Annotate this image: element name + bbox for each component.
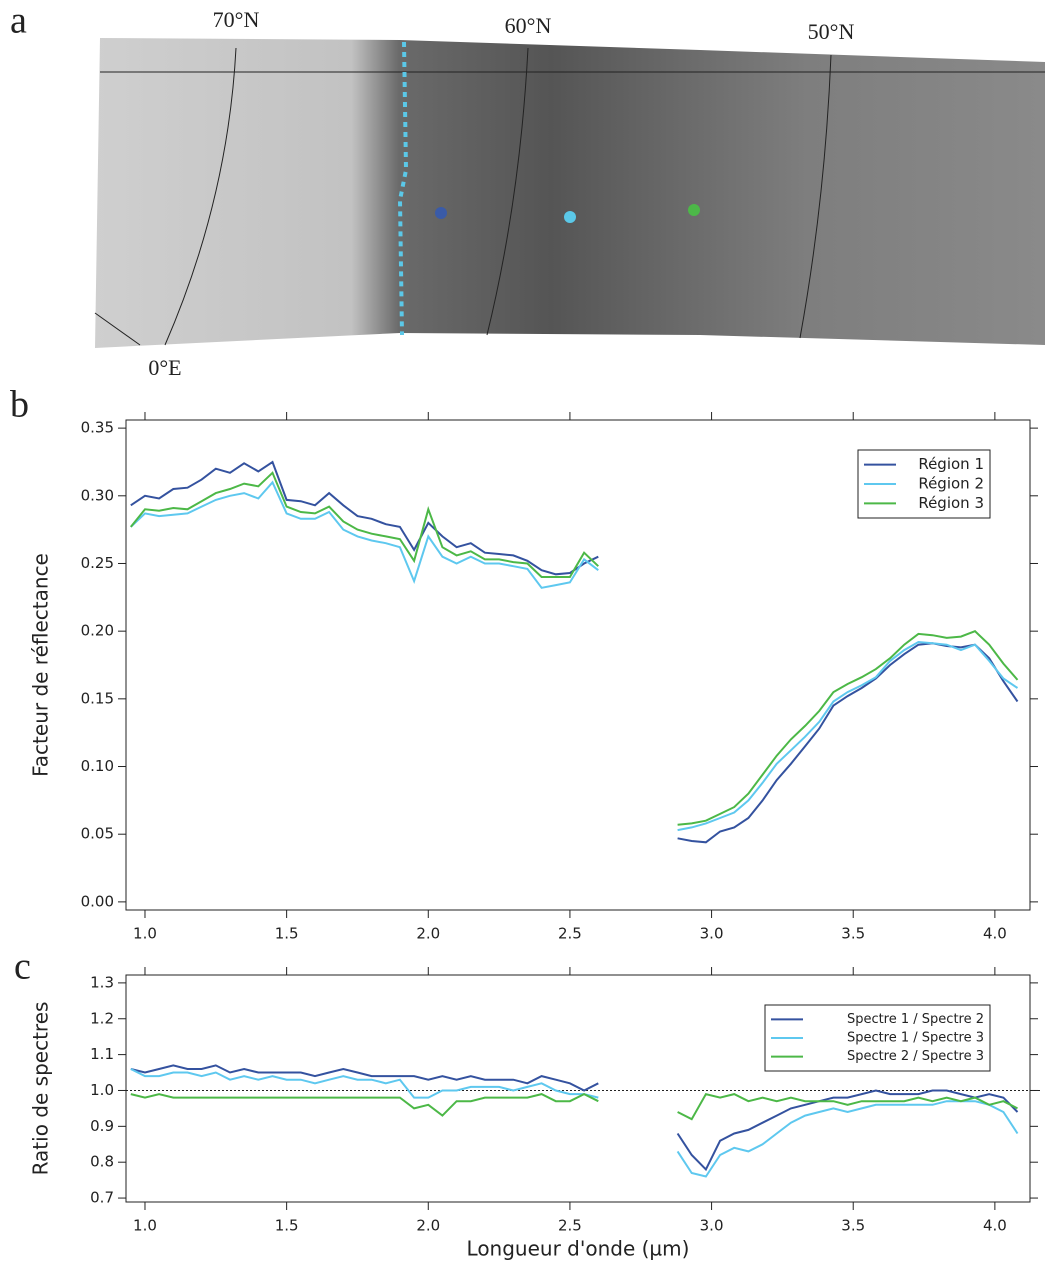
x-tick-label: 3.5 bbox=[841, 925, 865, 943]
map-meridian bbox=[164, 47, 237, 346]
map-meridian bbox=[94, 312, 141, 346]
y-axis-label: Facteur de réflectance bbox=[29, 553, 53, 777]
y-tick-label: 1.0 bbox=[90, 1081, 114, 1099]
x-tick-label: 2.0 bbox=[416, 925, 440, 943]
y-tick-label: 0.00 bbox=[81, 892, 114, 910]
y-tick-label: 0.8 bbox=[90, 1153, 114, 1171]
region-1-marker bbox=[435, 207, 447, 219]
panel-letter: c bbox=[14, 946, 31, 988]
plot-frame bbox=[125, 419, 1031, 911]
panel-letter: a bbox=[10, 0, 27, 42]
y-tick-label: 0.30 bbox=[81, 486, 114, 504]
y-tick-label: 1.1 bbox=[90, 1045, 114, 1063]
x-tick-label: 1.5 bbox=[275, 925, 299, 943]
legend-label: Spectre 1 / Spectre 3 bbox=[847, 1031, 984, 1046]
series-line bbox=[130, 471, 1019, 826]
y-tick-label: 0.35 bbox=[81, 419, 114, 437]
x-tick-label: 1.0 bbox=[133, 1217, 157, 1235]
x-tick-label: 2.0 bbox=[416, 1217, 440, 1235]
series-line bbox=[130, 460, 1019, 844]
x-tick-label: 2.5 bbox=[558, 1217, 582, 1235]
x-axis-label: Longueur d'onde (µm) bbox=[467, 1237, 690, 1261]
y-tick-label: 1.2 bbox=[90, 1009, 114, 1027]
legend-label: Spectre 2 / Spectre 3 bbox=[847, 1049, 984, 1064]
legend-label: Région 3 bbox=[918, 494, 984, 512]
region-3-marker bbox=[688, 204, 700, 216]
map-meridian bbox=[799, 54, 832, 339]
x-tick-label: 4.0 bbox=[983, 925, 1007, 943]
map-label: 0°E bbox=[148, 355, 181, 380]
x-tick-label: 1.0 bbox=[133, 925, 157, 943]
map-image bbox=[95, 38, 1045, 348]
x-tick-label: 3.0 bbox=[700, 1217, 724, 1235]
charts: 1.0 1.5 2.0 2.5 3.0 3.5 4.0 0.00 0.05 0.10 0.15 0.2… bbox=[29, 412, 1042, 1261]
map-label: 60°N bbox=[505, 13, 552, 38]
x-tick-label: 4.0 bbox=[983, 1217, 1007, 1235]
series-line bbox=[130, 480, 1019, 832]
y-tick-label: 0.9 bbox=[90, 1117, 114, 1135]
y-tick-label: 0.25 bbox=[81, 554, 114, 572]
y-tick-label: 0.10 bbox=[81, 757, 114, 775]
x-tick-label: 2.5 bbox=[558, 925, 582, 943]
y-tick-label: 0.20 bbox=[81, 622, 114, 640]
legend-label: Spectre 1 / Spectre 2 bbox=[847, 1012, 984, 1027]
region-2-marker bbox=[564, 211, 576, 223]
x-tick-label: 3.5 bbox=[841, 1217, 865, 1235]
map-panel: 70°N 60°N 50°N 0°E bbox=[94, 7, 1045, 380]
map-label: 70°N bbox=[213, 7, 260, 32]
y-axis-label: Ratio de spectres bbox=[29, 1002, 53, 1176]
y-tick-label: 1.3 bbox=[90, 973, 114, 991]
series-line bbox=[130, 1064, 1019, 1172]
y-tick-label: 0.15 bbox=[81, 689, 114, 707]
y-tick-label: 0.7 bbox=[90, 1189, 114, 1207]
panel-letter: b bbox=[10, 384, 29, 426]
y-tick-label: 0.05 bbox=[81, 825, 114, 843]
x-tick-label: 1.5 bbox=[275, 1217, 299, 1235]
series-line bbox=[130, 1092, 1018, 1121]
map-meridian bbox=[486, 47, 529, 336]
boundary-line bbox=[397, 41, 409, 336]
x-tick-label: 3.0 bbox=[700, 925, 724, 943]
legend-label: Région 2 bbox=[918, 475, 984, 493]
plot-frame bbox=[125, 974, 1031, 1203]
legend-label: Région 1 bbox=[918, 455, 984, 473]
map-label: 50°N bbox=[808, 19, 855, 44]
